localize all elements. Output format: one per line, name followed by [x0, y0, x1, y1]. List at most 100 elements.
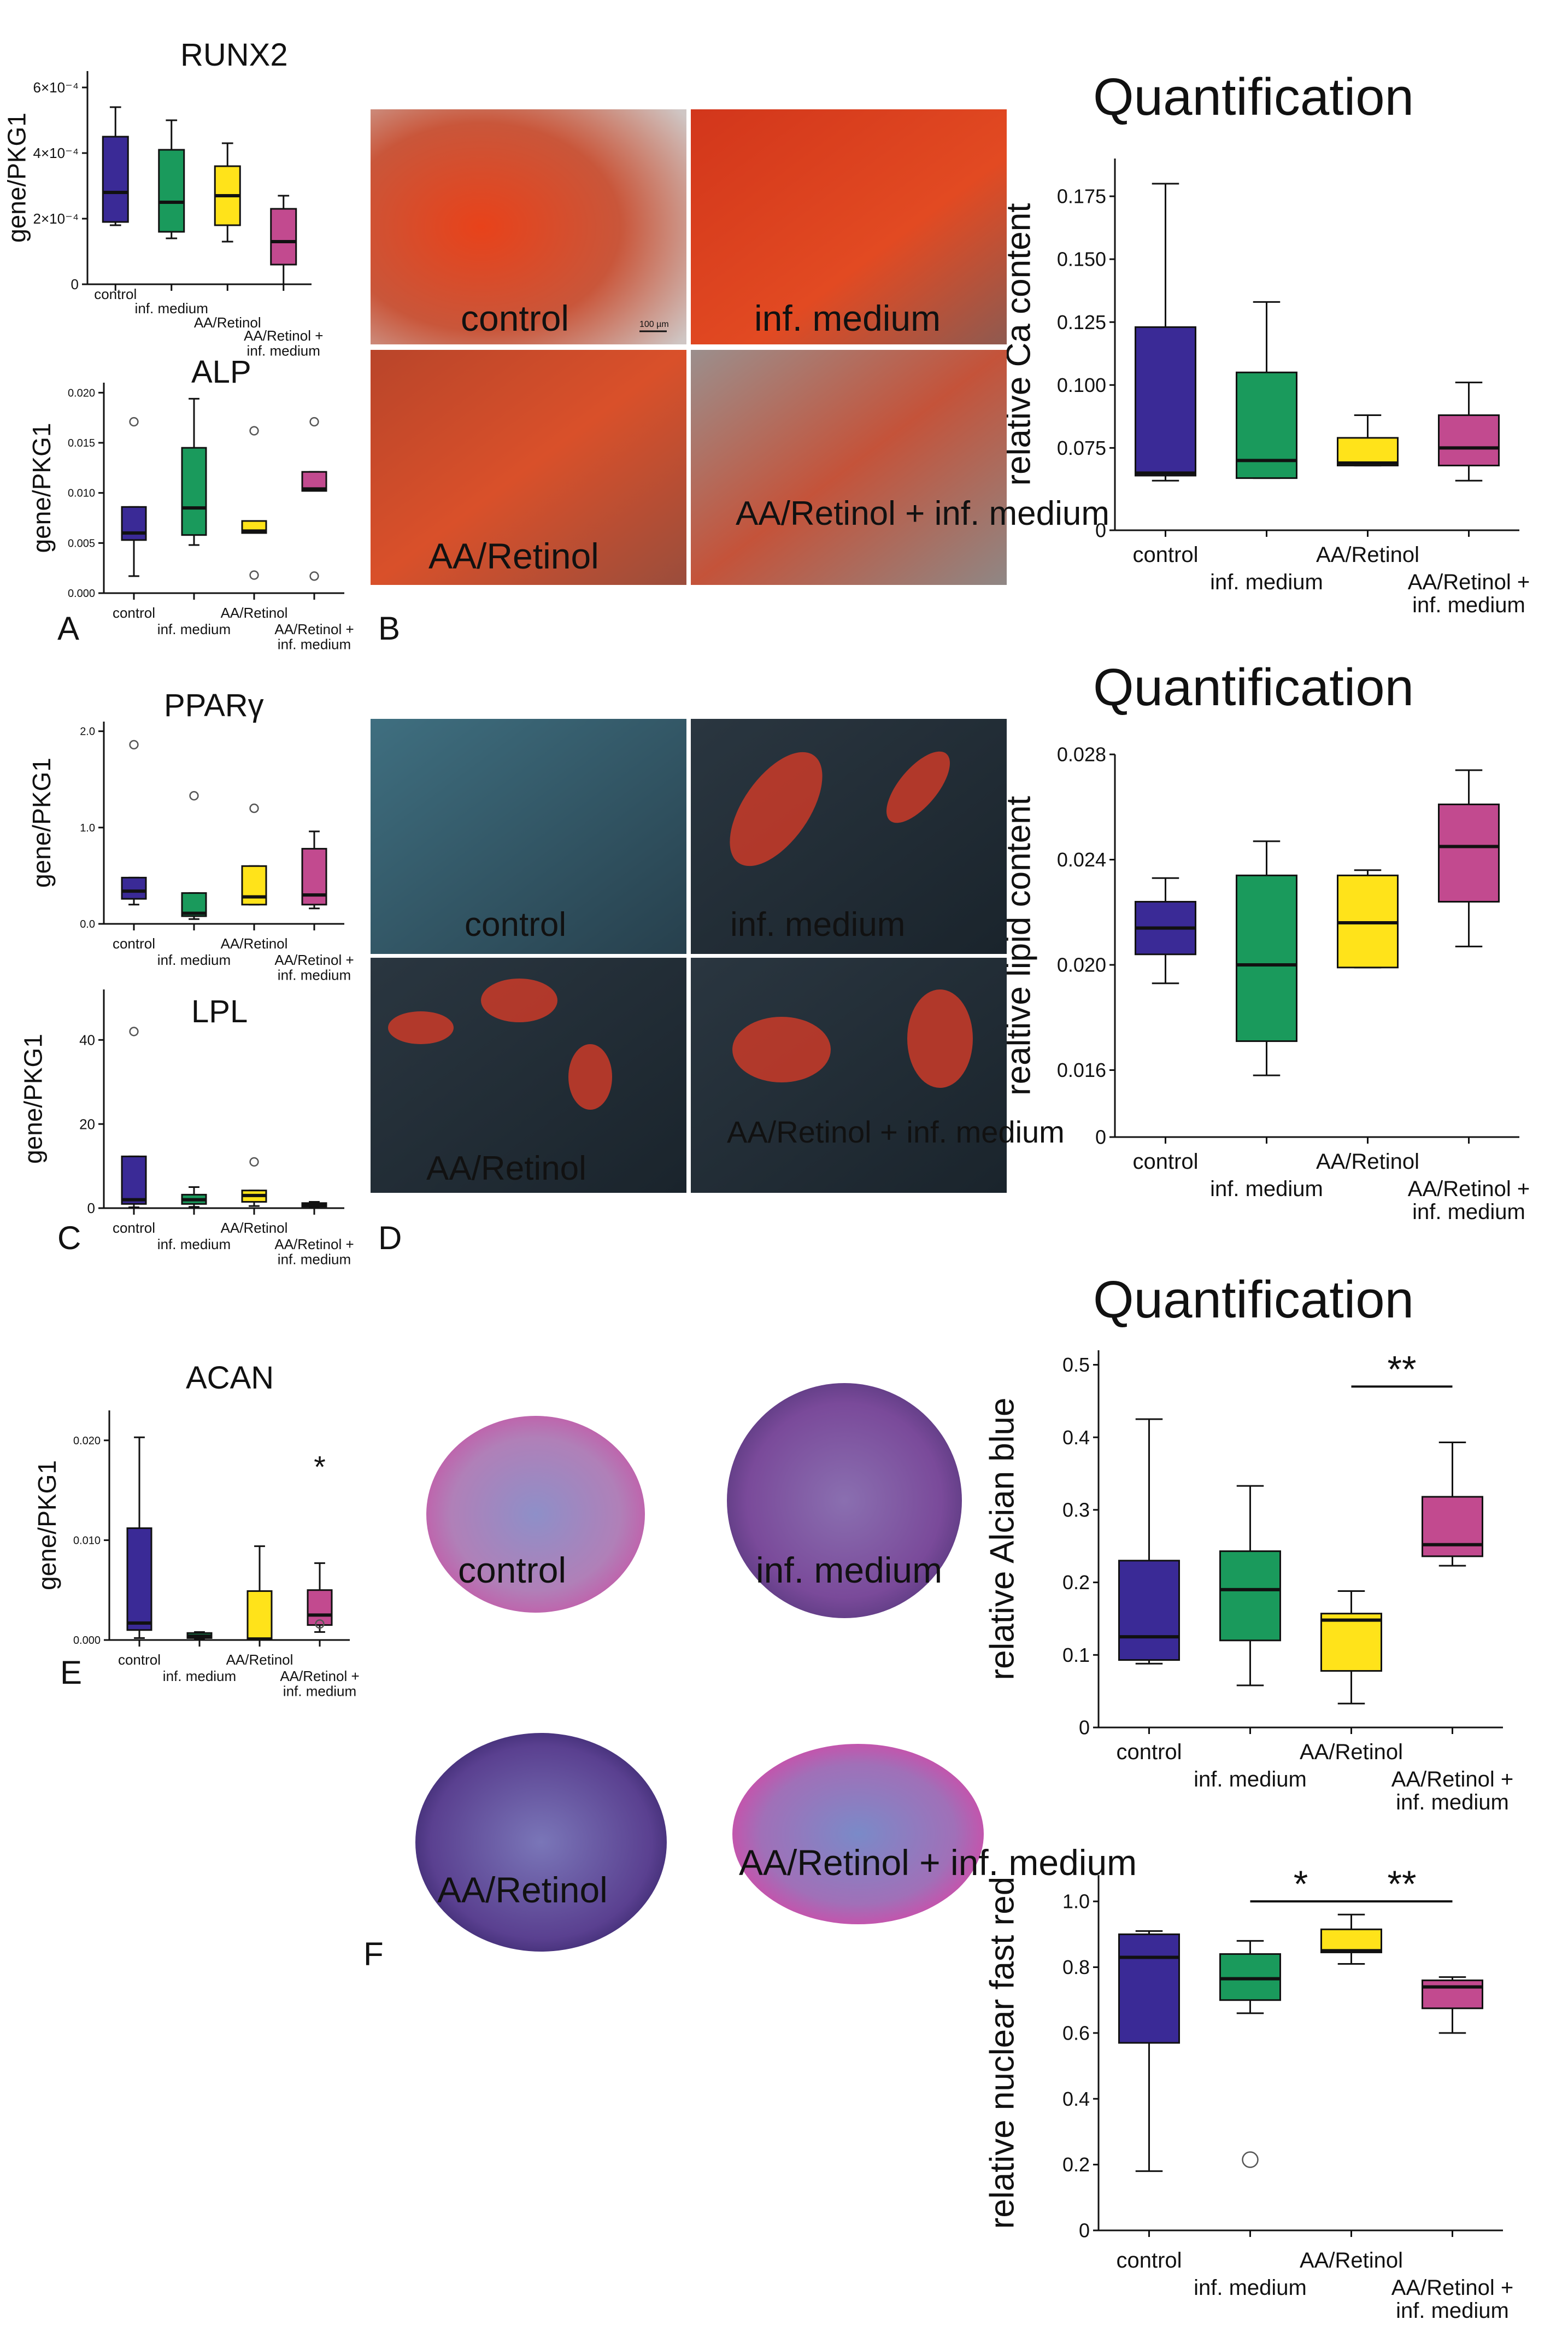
x-tick-label: inf. medium	[157, 621, 231, 637]
box-2	[1236, 874, 1297, 1042]
x-tick-label: inf. medium	[1396, 1790, 1509, 1814]
x-tick-label: AA/Retinol	[221, 935, 288, 952]
y-tick-label: 40	[79, 1032, 95, 1048]
x-tick-label: control	[113, 935, 155, 952]
x-tick-label: AA/Retinol	[194, 314, 261, 331]
box-4	[1422, 1496, 1483, 1557]
y-tick-label: 0.3	[1062, 1499, 1090, 1521]
y-tick-label: 0	[1079, 1717, 1090, 1739]
y-tick-label: 0.000	[73, 1635, 101, 1647]
chart-acan: 0.000 0.010 0.020 gene/PKG1 ACAN control inf. …	[33, 1360, 360, 1700]
y-tick-label: 0.4	[1062, 2088, 1090, 2110]
outlier-point	[129, 1027, 139, 1036]
micrograph-label: inf. medium	[730, 906, 905, 944]
box-2	[1236, 371, 1297, 479]
y-axis-label: gene/PKG1	[2, 113, 31, 243]
chart-alp: 0.000 0.005 0.010 0.015 0.020 gene/PKG1 ALP con…	[27, 354, 354, 653]
box-3	[1320, 1613, 1382, 1672]
y-tick-label: 1.0	[80, 822, 95, 834]
box-3	[246, 1590, 273, 1641]
box-3	[1320, 1928, 1382, 1953]
scale-bar-label: 100 µm	[639, 320, 669, 329]
box-1	[126, 1527, 152, 1631]
x-tick-label: AA/Retinol +	[1408, 1177, 1530, 1201]
panel-letter-b: B	[378, 610, 400, 647]
panel-letter-d: D	[378, 1220, 402, 1256]
y-tick-label: 0.010	[73, 1534, 101, 1547]
micrograph-b-aa-retinol-inf	[691, 350, 1007, 585]
micrograph-label: AA/Retinol + inf. medium	[739, 1842, 1137, 1883]
x-tick-label: inf. medium	[1194, 1767, 1307, 1791]
y-tick-label: 0	[1079, 2219, 1090, 2242]
x-tick-label: control	[1132, 543, 1198, 567]
chart-title: RUNX2	[180, 37, 288, 73]
y-tick-label: 0.125	[1057, 311, 1106, 333]
x-tick-label: AA/Retinol +	[274, 952, 354, 968]
significance-marker: **	[1387, 1864, 1416, 1905]
box-1	[1135, 326, 1196, 477]
x-tick-label: AA/Retinol +	[280, 1668, 359, 1684]
x-tick-label: inf. medium	[247, 343, 320, 359]
box-1	[1118, 1933, 1180, 2044]
box-4	[270, 208, 297, 266]
y-tick-label: 0.020	[1057, 954, 1106, 976]
y-tick-label: 0.005	[68, 537, 95, 549]
y-tick-label: 0.1	[1062, 1644, 1090, 1666]
y-tick-label: 0.0	[80, 918, 95, 930]
y-tick-label: 4×10⁻⁴	[33, 145, 79, 161]
x-tick-label: inf. medium	[1412, 593, 1525, 617]
outlier-point	[315, 1619, 325, 1629]
box-1	[121, 876, 147, 900]
y-tick-label: 0.010	[68, 488, 95, 500]
y-tick-label: 2.0	[80, 726, 95, 738]
x-tick-label: AA/Retinol	[1300, 2248, 1403, 2272]
pellet-aa-retinol-inf	[732, 1744, 984, 1924]
chart-nuclear-fast-red: 0 0.2 0.4 0.6 0.8 1.0 relative nuclear fast re…	[983, 1864, 1513, 2323]
panel-letter-c: C	[57, 1220, 81, 1256]
x-tick-label: inf. medium	[278, 636, 351, 653]
x-tick-label: inf. medium	[135, 300, 208, 317]
y-tick-label: 0.028	[1057, 743, 1106, 766]
x-tick-label: AA/Retinol	[221, 1220, 288, 1236]
x-tick-label: inf. medium	[1396, 2299, 1509, 2323]
micrograph-label: control	[465, 906, 566, 944]
box-2	[1219, 1550, 1281, 1642]
box-2	[181, 447, 207, 536]
box-1	[1118, 1560, 1180, 1661]
chart-title: Quantification	[1093, 68, 1414, 126]
y-tick-label: 1.0	[1062, 1890, 1090, 1913]
micrograph-label: AA/Retinol	[428, 536, 599, 576]
box-1	[102, 136, 129, 223]
y-tick-label: 20	[79, 1116, 95, 1132]
y-tick-label: 0	[87, 1200, 95, 1216]
chart-title: Quantification	[1093, 1270, 1414, 1329]
x-tick-label: AA/Retinol +	[1391, 1767, 1513, 1791]
outlier-point	[309, 571, 319, 581]
y-tick-label: 0.020	[73, 1435, 101, 1447]
chart-title: ACAN	[186, 1360, 274, 1396]
micrograph-label: inf. medium	[756, 1550, 942, 1590]
y-tick-label: 0.150	[1057, 248, 1106, 271]
micrographs-b: control inf. medium AA/Retinol AA/Retino…	[371, 109, 1109, 585]
x-tick-label: control	[118, 1651, 161, 1668]
panel-letter-f: F	[363, 1936, 384, 1972]
y-tick-label: 0.015	[68, 437, 95, 449]
x-tick-label: AA/Retinol	[1316, 1150, 1419, 1174]
y-tick-label: 0.8	[1062, 1956, 1090, 1978]
x-tick-label: inf. medium	[1210, 570, 1323, 594]
y-tick-label: 0.075	[1057, 437, 1106, 459]
y-axis-label: gene/PKG1	[33, 1460, 61, 1590]
micrograph-b-inf-medium	[691, 109, 1007, 344]
chart-alcian-quantification: 0 0.1 0.2 0.3 0.4 0.5 relative Alcian blue Quan…	[983, 1270, 1513, 1814]
y-tick-label: 0.6	[1062, 2022, 1090, 2044]
micrograph-b-aa-retinol	[371, 350, 686, 585]
micrograph-label: AA/Retinol + inf. medium	[727, 1115, 1065, 1149]
y-axis-label: gene/PKG1	[19, 1034, 47, 1164]
y-tick-label: 0.2	[1062, 2153, 1090, 2176]
x-tick-label: AA/Retinol +	[1408, 570, 1530, 594]
micrograph-label: control	[458, 1550, 566, 1590]
outlier-point	[249, 1157, 259, 1167]
x-tick-label: inf. medium	[283, 1683, 356, 1700]
box-3	[1337, 437, 1399, 467]
